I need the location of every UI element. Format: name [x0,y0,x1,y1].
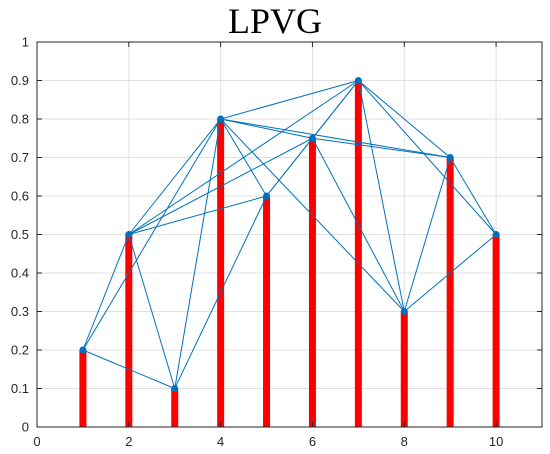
graph-edge [82,234,130,351]
graph-edge [220,118,451,158]
graph-node [217,115,225,123]
graph-edge [174,195,267,389]
bar [446,157,454,427]
ticks-layer: 0 2 4 6 8 10 0 0.1 0.2 0.3 0.4 0.5 0.6 0.7 0.8 0.9 1 [11,35,542,449]
bar [125,234,133,427]
edges-layer [82,80,497,389]
graph-edge [357,80,405,312]
y-tick-label: 0.5 [11,227,29,242]
x-tick-label: 6 [309,434,316,449]
graph-node [171,385,179,392]
x-tick-label: 2 [125,434,132,449]
y-tick-label: 0.8 [11,112,29,127]
x-tick-label: 8 [401,434,408,449]
y-tick-label: 0.3 [11,304,29,319]
graph-edge [312,138,405,312]
graph-edge [220,80,359,120]
graph-edge [358,80,451,158]
graph-edge [128,234,176,389]
y-tick-label: 0.6 [11,189,29,204]
bar [171,388,179,427]
graph-edge [403,157,451,312]
graph-node [446,154,454,161]
graph-node [79,346,87,354]
graph-node [308,134,316,142]
bars-layer [79,80,500,427]
graph-edge [82,349,175,389]
graph-edge [128,195,267,235]
graph-edge [82,118,222,351]
graph-edge [174,118,222,389]
x-tick-label: 0 [33,434,40,449]
graph-node [492,231,500,238]
graph-edge [220,118,267,197]
graph-edge [312,80,359,139]
graph-node [263,192,271,200]
bar [400,311,408,427]
bar [79,350,87,427]
y-tick-label: 0.9 [11,73,29,88]
bar [492,234,500,427]
bar [263,196,271,427]
bar [308,138,316,427]
x-tick-label: 4 [217,434,224,449]
graph-edge [449,157,497,235]
graph-node [400,308,408,315]
y-tick-label: 0 [22,420,29,435]
y-tick-label: 0.4 [11,266,29,281]
y-tick-label: 1 [22,35,29,50]
graph-edge [128,118,222,235]
graph-edge [128,137,313,235]
chart-title: LPVG [227,1,322,41]
graph-edge [220,118,313,139]
grid-layer [36,41,542,428]
graph-edge [357,80,497,235]
graph-edge [312,137,451,158]
y-tick-label: 0.1 [11,381,29,396]
x-tick-label: 10 [489,434,503,449]
graph-node [354,77,362,84]
bar [354,80,362,427]
nodes-layer [79,77,500,392]
graph-node [125,231,133,238]
graph-edge [220,118,405,312]
graph-edge [403,234,497,312]
bar [217,119,225,427]
y-tick-label: 0.2 [11,343,29,358]
y-tick-label: 0.7 [11,150,29,165]
